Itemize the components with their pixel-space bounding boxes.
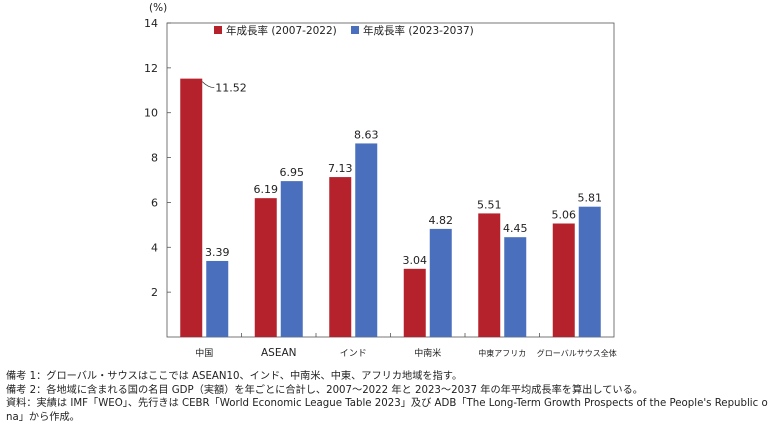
legend-label: 年成長率 (2023-2037) (363, 24, 474, 37)
value-label: 11.52 (215, 82, 247, 95)
footnote-1: 備考 1：グローバル・サウスはここでは ASEAN10、インド、中南米、中東、ア… (6, 371, 463, 382)
bar-series2 (504, 237, 527, 337)
bar-series1 (478, 213, 501, 337)
plot-frame (166, 22, 615, 338)
y-tick-label: 2 (151, 286, 158, 299)
source-note: 資料：実績は IMF「WEO」、先行きは CEBR「World Economic… (6, 398, 768, 410)
bar-chart: (%) 2 4 6 8 10 12 14 中国 ASEAN インド 中南米 中東アフリカ グローバルサウス… (144, 2, 617, 359)
bar-series2 (206, 260, 229, 337)
y-tick-label: 12 (144, 62, 158, 75)
bar-series1 (329, 177, 352, 337)
y-tick-label: 8 (151, 152, 158, 165)
x-tick-label: インド (340, 349, 367, 359)
bar-series2 (429, 228, 452, 337)
value-label: 5.06 (552, 209, 577, 222)
bar-series1 (552, 223, 575, 337)
x-tick-label: ASEAN (261, 347, 297, 359)
footnotes: 備考 1：グローバル・サウスはここでは ASEAN10、インド、中南米、中東、ア… (6, 370, 768, 424)
bar-series2 (280, 181, 303, 337)
bar-series1 (403, 268, 426, 337)
value-label: 6.19 (254, 183, 279, 196)
bar-series1 (254, 198, 277, 337)
x-tick-label: 中南米 (414, 347, 441, 359)
value-label: 8.63 (354, 128, 379, 141)
bar-series2 (578, 206, 601, 337)
x-tick-label: 中東アフリカ (478, 348, 526, 358)
value-label-leader (201, 81, 215, 89)
x-tick-label: グローバルサウス全体 (537, 348, 617, 358)
footnote-2: 備考 2：各地域に含まれる国の名目 GDP（実額）を年ごとに合計し、2007〜2… (6, 384, 643, 396)
value-label: 6.95 (280, 166, 305, 179)
bar-series1 (180, 78, 203, 337)
legend-swatch (214, 26, 222, 34)
source-note-continued: na」から作成。 (6, 411, 80, 423)
y-tick-label: 6 (151, 196, 158, 209)
y-tick-label: 4 (151, 241, 158, 254)
value-label: 5.81 (578, 192, 603, 205)
y-unit-label: (%) (149, 2, 167, 14)
value-label: 7.13 (328, 162, 353, 175)
value-label: 4.82 (429, 214, 454, 227)
x-tick-label: 中国 (195, 347, 213, 359)
legend-label: 年成長率 (2007-2022) (226, 24, 337, 37)
value-label: 4.45 (503, 222, 528, 235)
value-label: 3.39 (205, 246, 230, 259)
value-label: 5.51 (477, 198, 502, 211)
y-tick-label: 10 (144, 107, 158, 120)
value-label: 3.04 (403, 254, 428, 267)
legend-swatch (351, 26, 359, 34)
y-tick-label: 14 (144, 17, 158, 30)
bar-series2 (355, 143, 378, 337)
